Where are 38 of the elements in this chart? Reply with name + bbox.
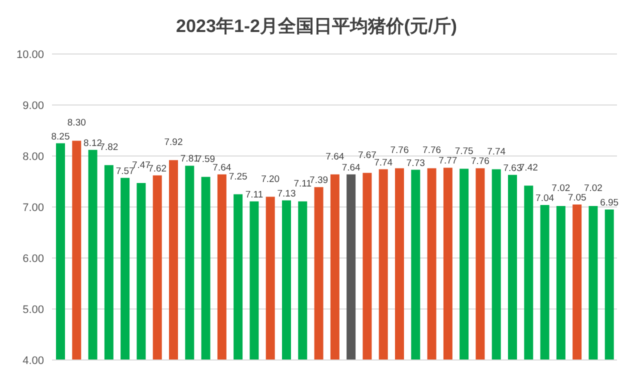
data-label: 7.67 bbox=[358, 150, 376, 161]
data-label: 7.74 bbox=[374, 157, 393, 168]
data-label: 7.57 bbox=[116, 166, 134, 177]
data-label: 7.77 bbox=[438, 156, 458, 167]
y-tick-label: 7.00 bbox=[22, 202, 44, 214]
chart-title: 2023年1-2月全国日平均猪价(元/斤) bbox=[174, 15, 458, 38]
data-label: 7.74 bbox=[487, 146, 506, 158]
data-label: 7.11 bbox=[294, 178, 312, 190]
y-tick-label: 4.00 bbox=[22, 354, 44, 367]
data-label: 7.25 bbox=[228, 171, 248, 182]
y-tick-label: 10.00 bbox=[16, 48, 44, 61]
data-label: 7.75 bbox=[454, 146, 474, 157]
data-label: 7.05 bbox=[568, 192, 586, 204]
data-label: 7.64 bbox=[342, 162, 360, 174]
data-label: 6.95 bbox=[600, 198, 619, 209]
data-label: 8.25 bbox=[51, 131, 70, 142]
data-label: 7.02 bbox=[584, 182, 602, 194]
data-label: 7.76 bbox=[390, 145, 409, 156]
data-label: 7.92 bbox=[164, 137, 183, 148]
data-label: 8.30 bbox=[67, 118, 86, 129]
data-label: 7.76 bbox=[422, 145, 442, 156]
data-label: 7.73 bbox=[406, 158, 425, 169]
data-label: 7.04 bbox=[536, 192, 554, 204]
data-label: 7.02 bbox=[552, 182, 570, 194]
data-label: 7.20 bbox=[261, 174, 280, 185]
y-tick-label: 9.00 bbox=[22, 100, 44, 112]
data-label: 7.39 bbox=[310, 175, 328, 186]
data-label: 7.64 bbox=[326, 151, 344, 162]
data-label: 7.13 bbox=[277, 188, 296, 200]
y-tick-label: 6.00 bbox=[22, 252, 44, 265]
data-label: 7.82 bbox=[100, 142, 118, 154]
data-label: 8.12 bbox=[84, 138, 102, 149]
y-tick-label: 8.00 bbox=[22, 150, 44, 163]
data-label: 7.64 bbox=[212, 162, 232, 174]
data-label: 7.11 bbox=[245, 189, 264, 200]
y-tick-label: 5.00 bbox=[22, 304, 44, 316]
data-label: 7.76 bbox=[470, 156, 490, 168]
data-label: 7.62 bbox=[148, 163, 167, 174]
